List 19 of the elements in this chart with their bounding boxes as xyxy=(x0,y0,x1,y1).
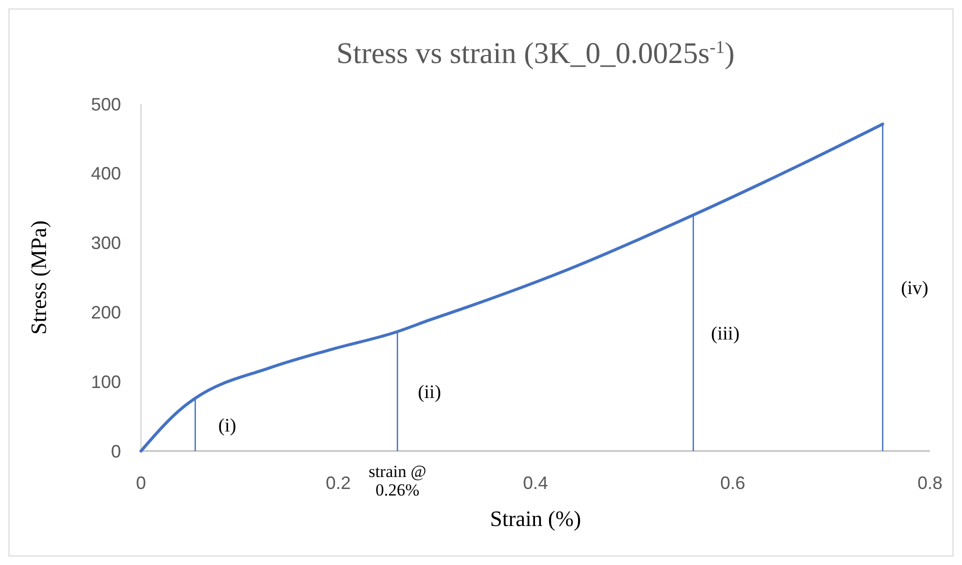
y-tick-label: 400 xyxy=(90,164,121,184)
x-tick-label: 0.2 xyxy=(326,473,351,493)
x-tick-label: 0.6 xyxy=(720,473,746,493)
x-tick-label: 0 xyxy=(136,473,146,493)
annotation: (iii) xyxy=(711,324,740,345)
y-tick-label: 0 xyxy=(110,441,121,462)
y-tick-label: 500 xyxy=(90,94,121,114)
annotation: (iv) xyxy=(900,278,928,300)
chart-title: Stress vs strain (3K_0_0.0025s$^{-1}$) xyxy=(336,37,735,70)
y-tick-label: 300 xyxy=(90,233,121,254)
ref-line-label: strain @ 0.26% xyxy=(368,462,426,500)
x-tick-label: 0.4 xyxy=(522,473,548,493)
annotation: (i) xyxy=(218,415,236,436)
y-axis-title: Stress (MPa) xyxy=(26,220,51,335)
x-axis-title: Strain (%) xyxy=(490,506,582,531)
annotation: (ii) xyxy=(418,382,442,403)
y-tick-label: 200 xyxy=(90,302,121,322)
y-tick-label: 100 xyxy=(90,372,121,392)
x-tick-label: 0.8 xyxy=(917,473,943,493)
